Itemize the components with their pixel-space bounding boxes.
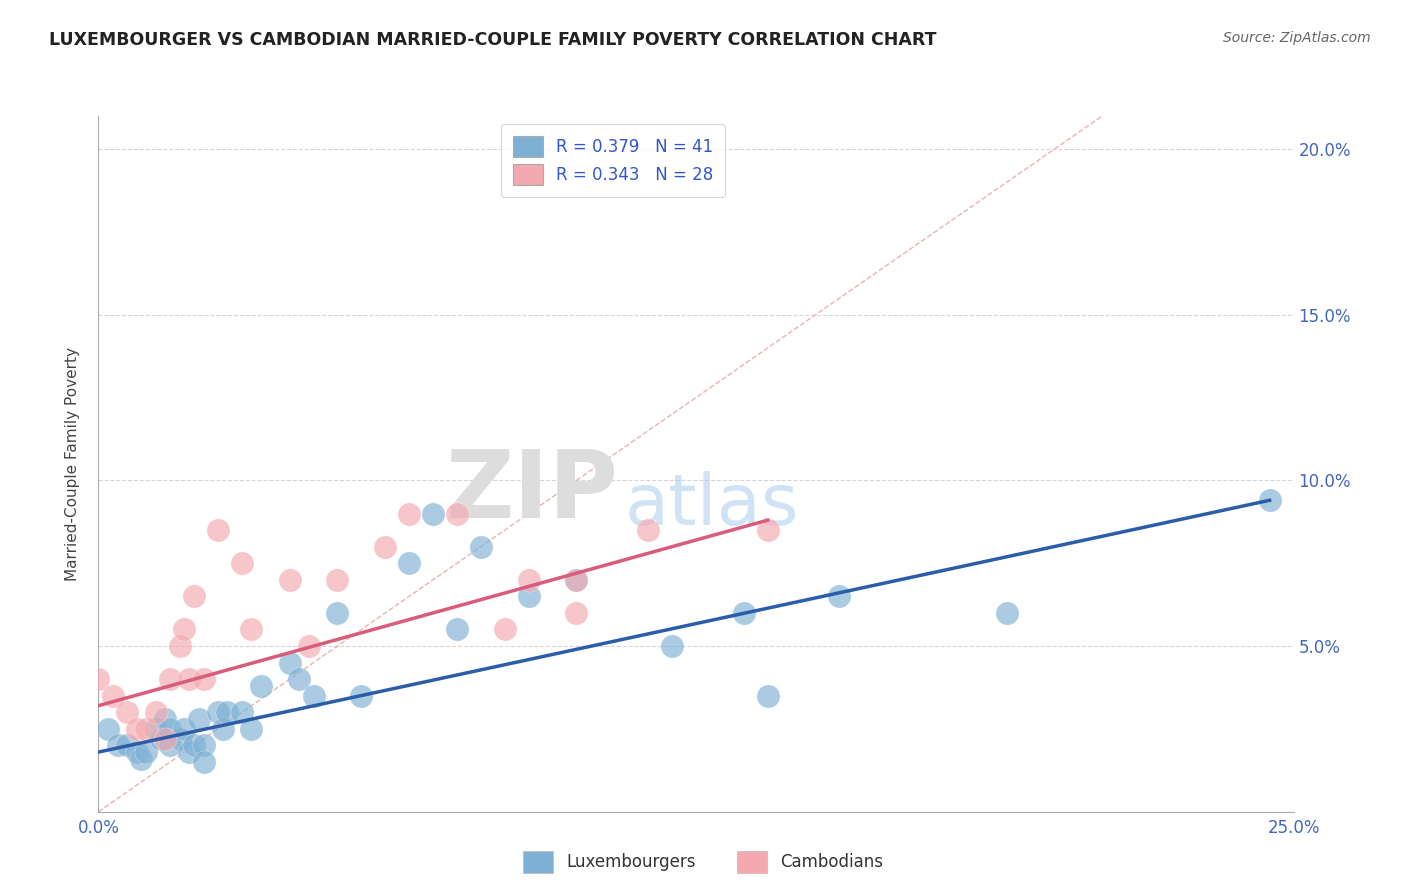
Text: LUXEMBOURGER VS CAMBODIAN MARRIED-COUPLE FAMILY POVERTY CORRELATION CHART: LUXEMBOURGER VS CAMBODIAN MARRIED-COUPLE… bbox=[49, 31, 936, 49]
Point bbox=[131, 752, 153, 766]
Point bbox=[125, 745, 148, 759]
Point bbox=[517, 590, 540, 604]
Point bbox=[169, 731, 191, 746]
Point bbox=[135, 722, 157, 736]
Point bbox=[183, 590, 205, 604]
Point bbox=[995, 606, 1018, 620]
Point bbox=[278, 573, 301, 587]
Point bbox=[101, 689, 124, 703]
Point bbox=[97, 722, 120, 736]
Point bbox=[145, 722, 167, 736]
Point bbox=[217, 706, 239, 720]
Point bbox=[231, 556, 253, 570]
Point bbox=[637, 523, 659, 537]
Point bbox=[828, 590, 851, 604]
Point bbox=[115, 739, 138, 753]
Point bbox=[1258, 493, 1281, 508]
Point bbox=[326, 573, 349, 587]
Point bbox=[183, 739, 205, 753]
Legend: R = 0.379   N = 41, R = 0.343   N = 28: R = 0.379 N = 41, R = 0.343 N = 28 bbox=[501, 124, 725, 197]
Text: Source: ZipAtlas.com: Source: ZipAtlas.com bbox=[1223, 31, 1371, 45]
Point bbox=[135, 745, 157, 759]
Point bbox=[231, 706, 253, 720]
Point bbox=[374, 540, 396, 554]
Point bbox=[155, 731, 177, 746]
Point bbox=[159, 722, 181, 736]
Point bbox=[193, 739, 215, 753]
Point bbox=[350, 689, 373, 703]
Point bbox=[187, 712, 209, 726]
Point bbox=[494, 623, 516, 637]
Point bbox=[211, 722, 233, 736]
Point bbox=[207, 523, 229, 537]
Point bbox=[107, 739, 129, 753]
Point bbox=[470, 540, 492, 554]
Text: ZIP: ZIP bbox=[446, 446, 619, 538]
Point bbox=[145, 706, 167, 720]
Point bbox=[326, 606, 349, 620]
Text: atlas: atlas bbox=[624, 471, 799, 540]
Point bbox=[756, 523, 779, 537]
Point bbox=[278, 656, 301, 670]
Point bbox=[446, 623, 468, 637]
Point bbox=[155, 712, 177, 726]
Point bbox=[398, 507, 420, 521]
Point bbox=[179, 672, 201, 686]
Point bbox=[288, 672, 311, 686]
Point bbox=[565, 573, 588, 587]
Point bbox=[193, 672, 215, 686]
Point bbox=[517, 573, 540, 587]
Y-axis label: Married-Couple Family Poverty: Married-Couple Family Poverty bbox=[65, 347, 80, 581]
Point bbox=[87, 672, 110, 686]
Point bbox=[250, 679, 273, 693]
Point bbox=[173, 722, 195, 736]
Point bbox=[159, 672, 181, 686]
Point bbox=[179, 745, 201, 759]
Legend: Luxembourgers, Cambodians: Luxembourgers, Cambodians bbox=[516, 845, 890, 880]
Point bbox=[149, 731, 172, 746]
Point bbox=[159, 739, 181, 753]
Point bbox=[207, 706, 229, 720]
Point bbox=[240, 722, 263, 736]
Point bbox=[169, 639, 191, 653]
Point bbox=[125, 722, 148, 736]
Point bbox=[565, 573, 588, 587]
Point bbox=[193, 755, 215, 769]
Point bbox=[733, 606, 755, 620]
Point bbox=[422, 507, 444, 521]
Point bbox=[298, 639, 321, 653]
Point bbox=[398, 556, 420, 570]
Point bbox=[756, 689, 779, 703]
Point bbox=[240, 623, 263, 637]
Point bbox=[173, 623, 195, 637]
Point bbox=[302, 689, 325, 703]
Point bbox=[446, 507, 468, 521]
Point bbox=[661, 639, 683, 653]
Point bbox=[115, 706, 138, 720]
Point bbox=[565, 606, 588, 620]
